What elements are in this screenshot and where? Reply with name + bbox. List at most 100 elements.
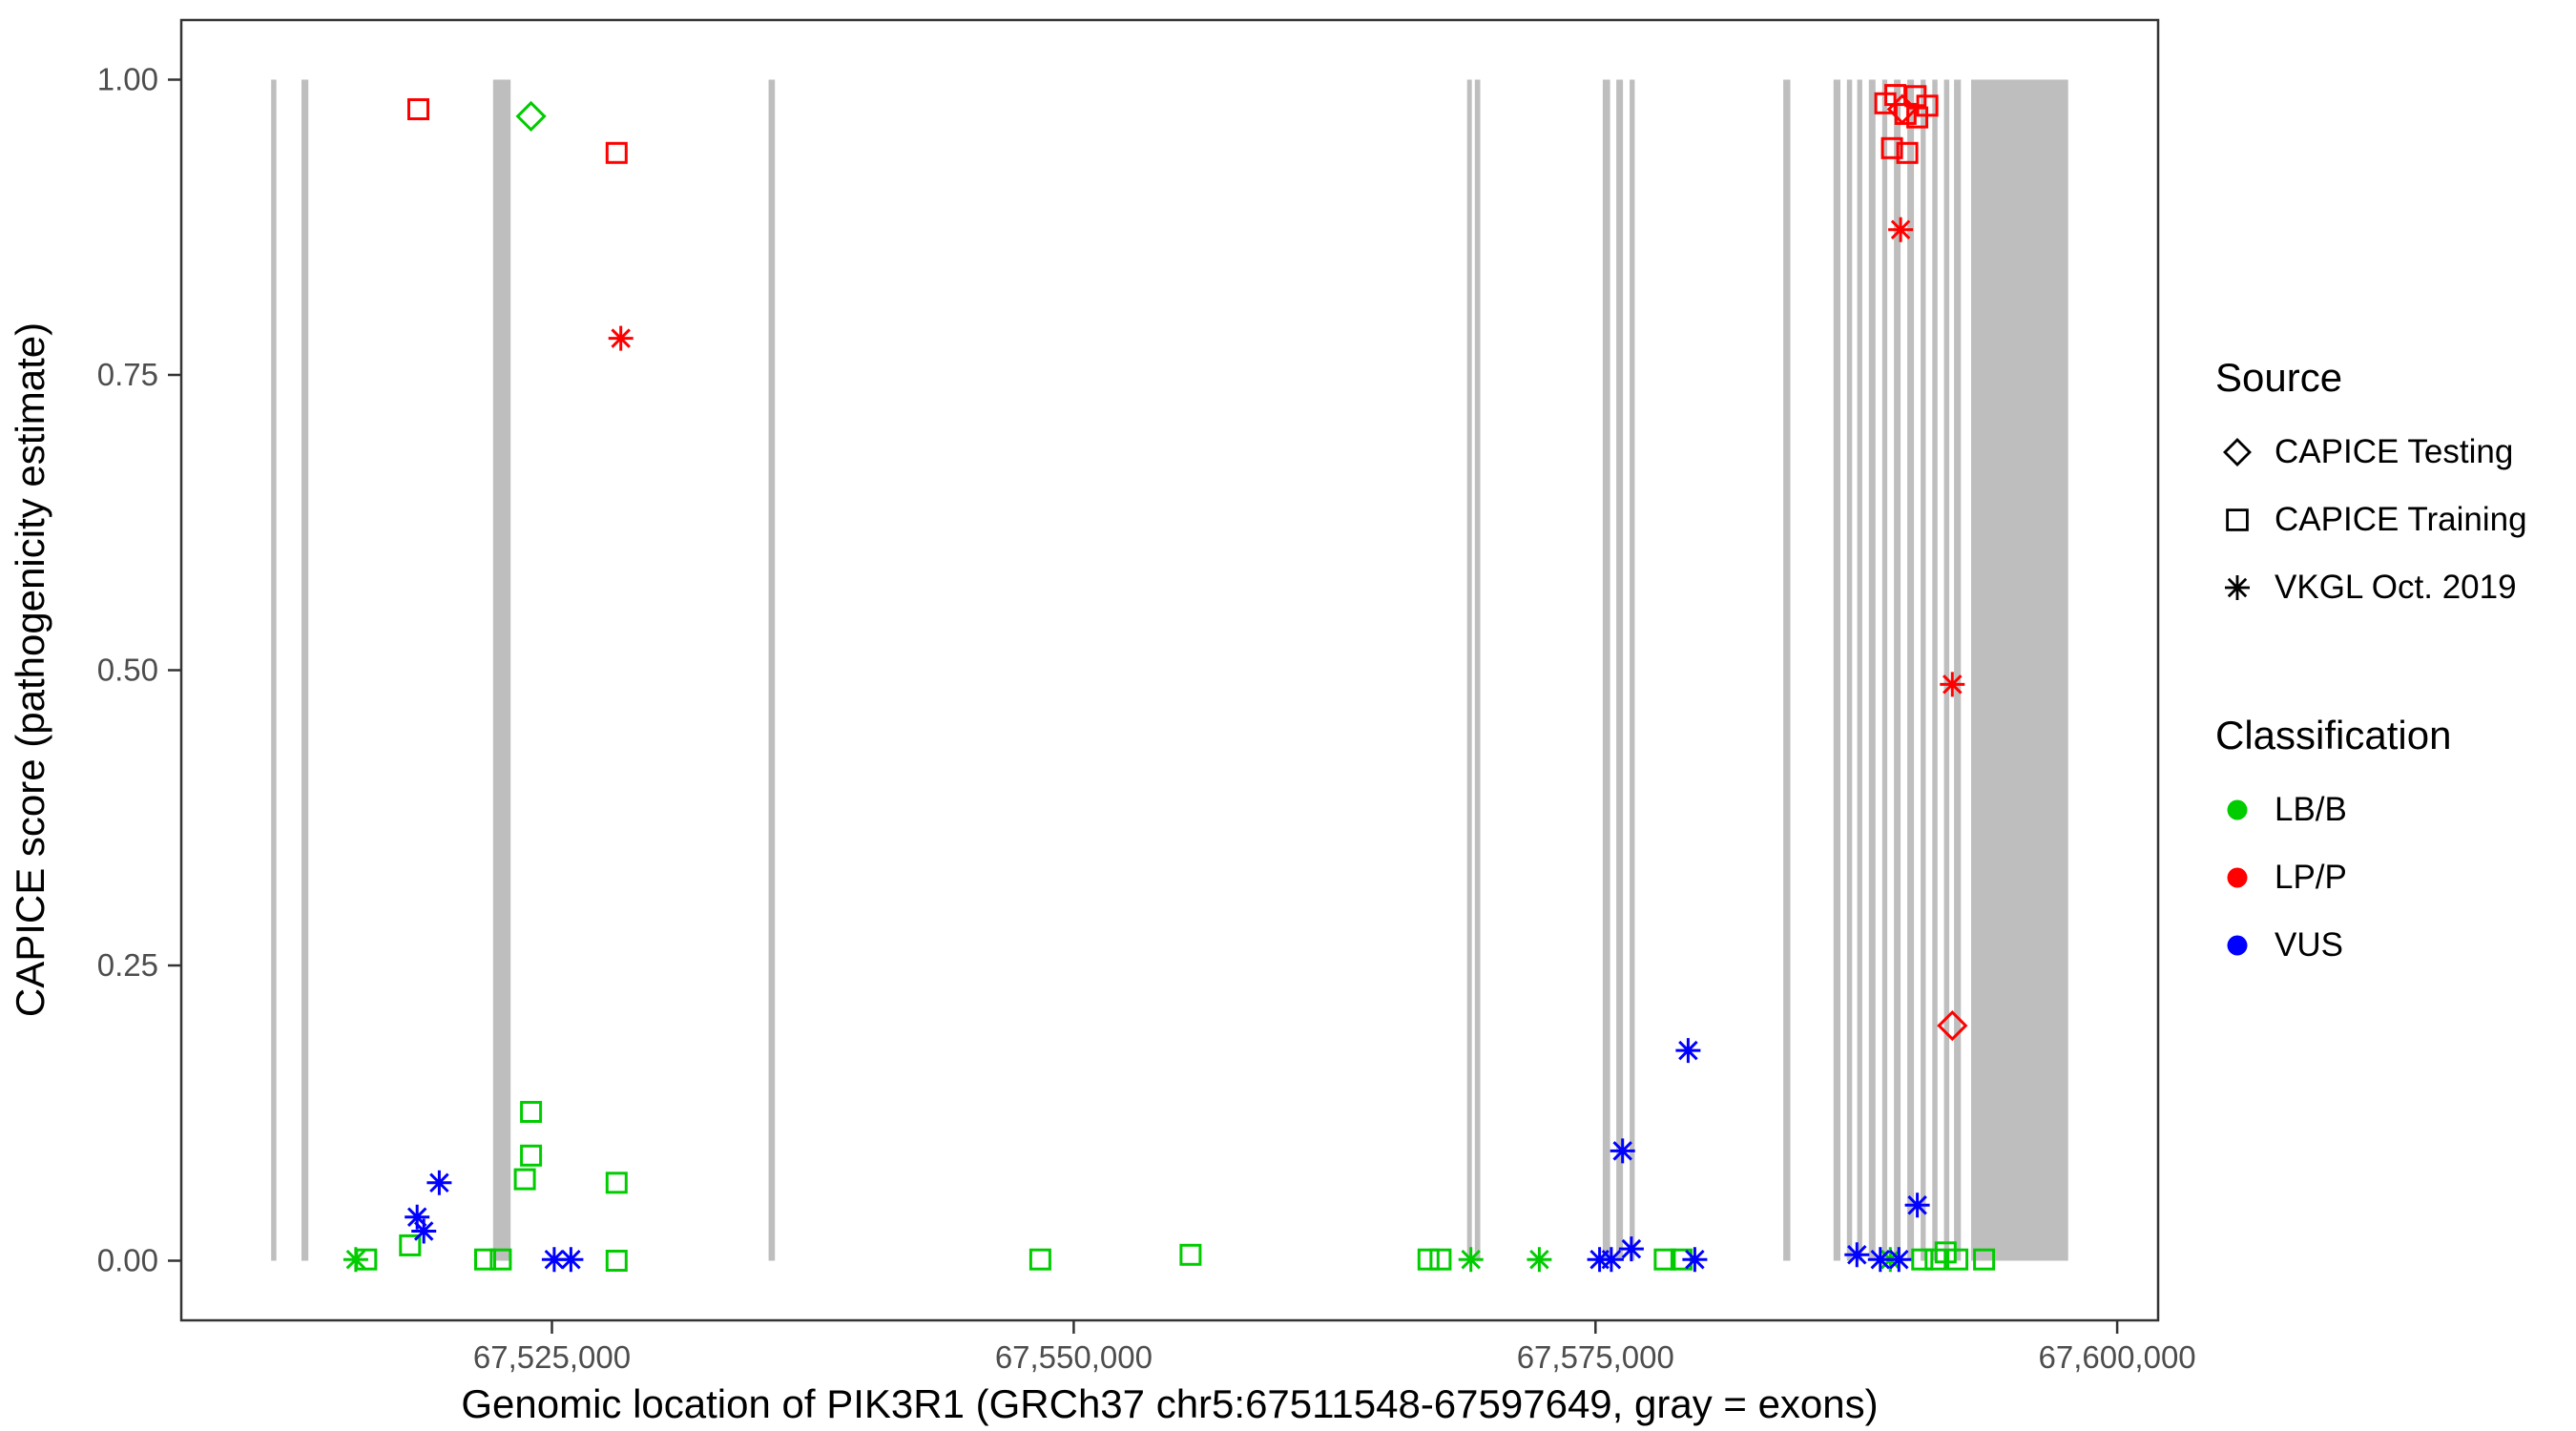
- data-point: [426, 1170, 452, 1195]
- exon-band: [1971, 79, 2068, 1261]
- legend-item-label: LB/B: [2275, 790, 2347, 828]
- data-point-layer: [343, 84, 1996, 1273]
- data-point: [1653, 1248, 1676, 1271]
- y-tick-label: 0.00: [97, 1243, 158, 1278]
- data-point: [1179, 1243, 1202, 1266]
- exon-band: [492, 79, 511, 1261]
- legend-item-lp-p: LP/P: [2215, 843, 2527, 911]
- y-tick-label: 0.75: [97, 357, 158, 392]
- exon-band: [1783, 79, 1791, 1261]
- data-point: [1867, 1247, 1893, 1273]
- legend-item-vus: VUS: [2215, 911, 2527, 979]
- data-point: [1880, 136, 1903, 159]
- exon-band: [768, 79, 776, 1261]
- data-point: [407, 98, 429, 120]
- exon-band: [1616, 79, 1624, 1261]
- data-point: [355, 1248, 378, 1271]
- exon-band: [271, 79, 277, 1261]
- exon-band: [1894, 79, 1901, 1261]
- axis-tick-layer: 67,525,000 67,550,000 67,575,000 67,600,000…: [97, 62, 2196, 1376]
- exon-band: [1857, 79, 1862, 1261]
- y-axis-title: CAPICE score (pathogenicity estimate): [8, 322, 52, 1017]
- data-point: [605, 1172, 628, 1194]
- data-point: [520, 1101, 543, 1123]
- data-point: [520, 1144, 543, 1167]
- data-point: [411, 1218, 437, 1244]
- x-tick-label: 67,600,000: [2039, 1339, 2196, 1375]
- exon-band: [1954, 79, 1962, 1261]
- data-point: [1916, 94, 1939, 117]
- legend-classification-items: LB/B LP/P VUS: [2215, 776, 2527, 979]
- y-tick-label: 0.50: [97, 653, 158, 688]
- data-point: [605, 1250, 628, 1272]
- x-axis-title: Genomic location of PIK3R1 (GRCh37 chr5:…: [461, 1381, 1878, 1426]
- exon-band: [1932, 79, 1938, 1261]
- data-point: [1934, 1241, 1957, 1264]
- data-point: [1028, 1248, 1051, 1271]
- data-point: [1940, 672, 1965, 697]
- legend-item-label: VUS: [2275, 925, 2343, 964]
- exon-band: [301, 79, 309, 1261]
- color-dot-icon: [2227, 799, 2248, 819]
- exon-layer: [271, 79, 2068, 1261]
- data-point: [1527, 1247, 1552, 1273]
- data-point: [1429, 1248, 1452, 1271]
- data-point: [1417, 1248, 1440, 1271]
- square-marker-icon: [2226, 508, 2249, 531]
- data-point: [605, 141, 628, 164]
- data-point: [1911, 1248, 1934, 1271]
- asterisk-marker-icon: [2225, 574, 2250, 600]
- data-point: [474, 1248, 496, 1271]
- exon-band: [1921, 79, 1926, 1261]
- data-point: [1610, 1138, 1635, 1164]
- data-point: [558, 1247, 584, 1273]
- x-tick-label: 67,550,000: [995, 1339, 1153, 1375]
- legend-item-capice-testing: CAPICE Testing: [2215, 418, 2527, 486]
- y-tick-label: 1.00: [97, 62, 158, 97]
- legend-source-items: CAPICE Testing CAPICE Training VKGL Oct. 2…: [2215, 418, 2527, 621]
- legend-item-vkgl-oct-2019: VKGL Oct. 2019: [2215, 553, 2527, 621]
- data-point: [1904, 1192, 1930, 1218]
- color-dot-icon: [2227, 935, 2248, 955]
- data-point: [405, 1204, 430, 1230]
- data-point: [1946, 1248, 1969, 1271]
- data-point: [1896, 141, 1919, 164]
- exon-band: [1943, 79, 1950, 1261]
- y-tick-label: 0.25: [97, 947, 158, 983]
- legend-source-title: Source: [2215, 355, 2343, 400]
- data-point: [1937, 1009, 1968, 1042]
- exon-band: [1846, 79, 1853, 1261]
- legend-gap: [2215, 621, 2527, 713]
- x-tick-label: 67,525,000: [473, 1339, 631, 1375]
- exon-band: [1868, 79, 1876, 1261]
- data-point: [1886, 1247, 1912, 1273]
- exon-band: [1466, 79, 1472, 1261]
- data-point: [1844, 1242, 1870, 1268]
- data-point: [1973, 1248, 1996, 1271]
- data-point: [1888, 217, 1914, 242]
- exon-band: [1602, 79, 1610, 1261]
- exon-band: [1881, 79, 1888, 1261]
- data-point: [1598, 1247, 1624, 1273]
- x-tick-label: 67,575,000: [1517, 1339, 1674, 1375]
- data-point: [1675, 1038, 1701, 1064]
- legend-item-label: CAPICE Training: [2275, 500, 2527, 538]
- legend-item-lb-b: LB/B: [2215, 776, 2527, 843]
- data-point: [399, 1234, 422, 1256]
- legend-item-label: LP/P: [2275, 858, 2347, 896]
- data-point: [513, 1168, 536, 1191]
- legend-item-capice-training: CAPICE Training: [2215, 486, 2527, 553]
- data-point: [541, 1247, 567, 1273]
- legend-item-label: CAPICE Testing: [2275, 432, 2514, 470]
- exon-band: [1907, 79, 1915, 1261]
- data-point: [608, 325, 634, 351]
- exon-band: [1474, 79, 1481, 1261]
- data-point: [1682, 1247, 1708, 1273]
- exon-band: [1833, 79, 1840, 1261]
- data-point: [1458, 1247, 1484, 1273]
- diamond-marker-icon: [2223, 437, 2252, 467]
- color-dot-icon: [2227, 867, 2248, 887]
- plot-legend: Source CAPICE Testing CAPICE Training VKGL…: [2215, 355, 2527, 979]
